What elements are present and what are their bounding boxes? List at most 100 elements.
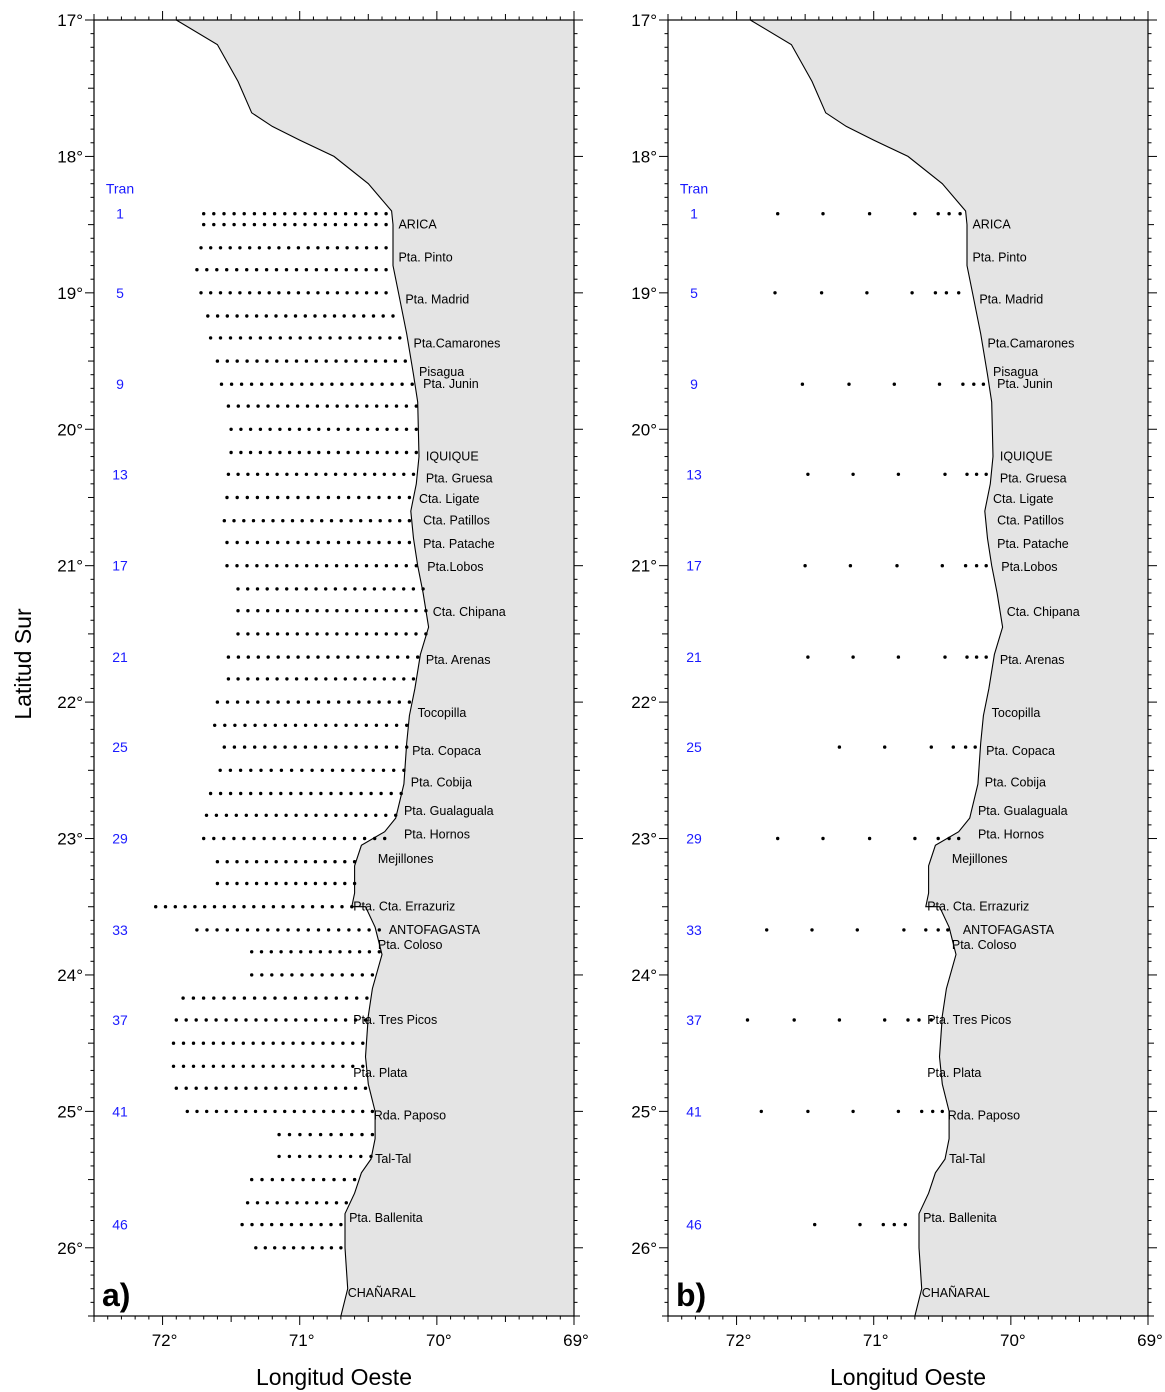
station-dot	[236, 632, 240, 636]
station-dot	[362, 836, 367, 841]
station-dot	[936, 928, 940, 932]
station-dot	[253, 745, 257, 749]
station-dot	[341, 1109, 345, 1114]
station-dot	[351, 1041, 355, 1045]
station-dot	[336, 450, 340, 455]
station-dot	[303, 745, 308, 749]
station-dot	[245, 495, 249, 500]
place-label: Pta. Copaca	[986, 744, 1055, 758]
station-dot	[251, 1064, 255, 1069]
station-dot	[245, 1201, 250, 1205]
station-dot	[294, 268, 299, 272]
transect-label: 17	[686, 558, 702, 574]
station-dot	[318, 950, 323, 954]
station-dot	[349, 791, 353, 796]
station-dot	[397, 700, 401, 704]
station-dot	[308, 336, 312, 340]
station-dot	[361, 1064, 365, 1069]
station-dot	[411, 587, 416, 591]
station-dot	[271, 519, 275, 523]
lon-tick-label: 69°	[1137, 1331, 1163, 1350]
station-dot	[251, 519, 256, 523]
station-dot	[328, 1154, 332, 1159]
station-dot	[372, 587, 377, 591]
station-dot	[350, 382, 354, 386]
station-dot	[334, 813, 338, 817]
station-dot	[222, 745, 226, 749]
station-dot	[806, 655, 810, 659]
station-dot	[896, 655, 901, 659]
station-dot	[374, 246, 379, 250]
station-dot	[333, 881, 337, 886]
station-dot	[343, 587, 347, 591]
station-dot	[208, 791, 213, 796]
station-dot	[341, 1041, 345, 1045]
station-dot	[268, 450, 272, 455]
station-dot	[365, 427, 370, 431]
station-dot	[271, 905, 276, 909]
station-dot	[235, 928, 240, 932]
station-dot	[264, 813, 268, 817]
station-dot	[377, 950, 381, 954]
station-dot	[304, 268, 309, 272]
station-dot	[244, 1109, 248, 1114]
station-dot	[341, 768, 345, 772]
station-dot	[385, 427, 389, 431]
place-label: Pta. Tres Picos	[927, 1013, 1011, 1027]
station-dot	[284, 881, 288, 886]
station-dot	[279, 1222, 284, 1227]
station-dot	[314, 359, 318, 363]
station-dot	[303, 314, 307, 318]
place-label: Pta. Copaca	[412, 744, 481, 758]
place-label: Pta. Hornos	[404, 827, 470, 841]
station-dot	[256, 609, 260, 613]
station-dot	[299, 1222, 304, 1227]
station-dot	[344, 564, 349, 568]
station-dot	[364, 723, 368, 727]
station-dot	[248, 427, 253, 431]
transect-label: 37	[112, 1012, 128, 1028]
station-dot	[381, 314, 385, 318]
station-dot	[294, 860, 298, 864]
station-dot	[276, 700, 280, 704]
station-dot	[313, 745, 318, 749]
station-dot	[225, 359, 229, 363]
station-dot	[254, 1086, 258, 1090]
place-label: Pta. Plata	[353, 1066, 407, 1080]
station-dot	[302, 1109, 306, 1114]
station-dot	[378, 519, 382, 523]
station-dot	[277, 246, 281, 250]
transect-label: 41	[112, 1103, 128, 1119]
station-dot	[364, 564, 369, 568]
station-dot	[963, 564, 968, 568]
station-dot	[339, 1222, 343, 1227]
station-dot	[404, 450, 409, 455]
station-dot	[265, 540, 270, 545]
station-dot	[404, 404, 409, 408]
station-dot	[963, 745, 968, 749]
station-dot	[324, 587, 328, 591]
place-label: Pta. Cta. Errazuriz	[927, 900, 1029, 914]
station-dot	[282, 1246, 286, 1250]
station-dot	[333, 587, 338, 591]
station-dot	[324, 564, 329, 568]
station-dot	[263, 996, 267, 1000]
station-dot	[974, 472, 979, 476]
station-dot	[299, 950, 303, 954]
station-dot	[191, 1064, 196, 1069]
station-dot	[221, 1064, 225, 1069]
station-dot	[234, 1109, 238, 1114]
station-dot	[359, 1154, 363, 1159]
station-dot	[234, 1018, 238, 1022]
station-dot	[384, 564, 389, 568]
station-dot	[382, 677, 386, 681]
station-dot	[295, 632, 299, 636]
station-dot	[363, 472, 367, 476]
station-dot	[345, 291, 349, 295]
station-dot	[374, 723, 379, 727]
station-dot	[346, 540, 351, 545]
station-dot	[321, 1064, 325, 1069]
station-dot	[390, 382, 394, 386]
station-dot	[236, 587, 240, 591]
